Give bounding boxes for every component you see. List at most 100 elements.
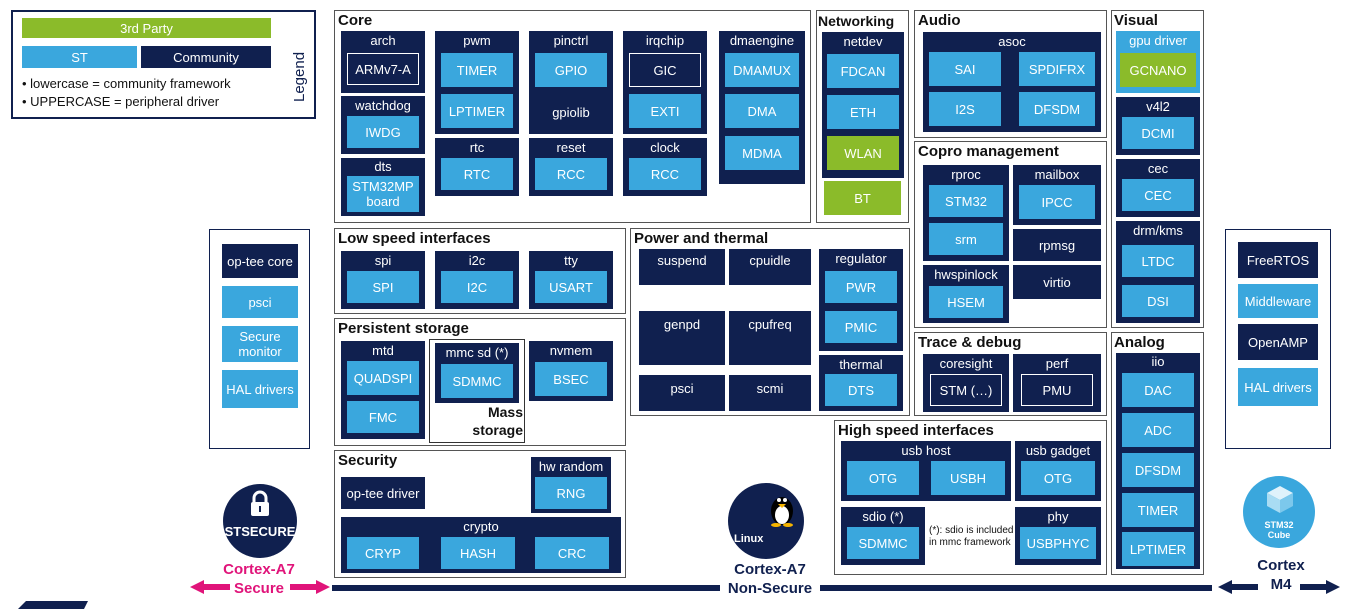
i2c-block: I2C <box>441 271 513 303</box>
spi-block: SPI <box>347 271 419 303</box>
m4-side-panel: FreeRTOS Middleware OpenAMP HAL drivers <box>1225 229 1331 449</box>
stm32mp-board-block: STM32MP board <box>347 176 419 212</box>
mtd-label: mtd <box>372 343 394 358</box>
coresight-label: coresight <box>939 356 993 371</box>
dmamux-block: DMAMUX <box>725 53 799 87</box>
dfsdm-audio-block: DFSDM <box>1019 92 1095 126</box>
spdifrx-block: SPDIFRX <box>1019 52 1095 86</box>
spi-group: spi SPI <box>341 251 425 309</box>
netdev-label: netdev <box>843 34 883 49</box>
highspeed-panel: High speed interfaces usb host OTG USBH … <box>834 420 1107 575</box>
tty-group: tty USART <box>529 251 613 309</box>
analog-title: Analog <box>1114 334 1165 351</box>
mailbox-group: mailbox IPCC <box>1013 165 1101 225</box>
i2s-block: I2S <box>929 92 1001 126</box>
ltdc-block: LTDC <box>1122 245 1194 277</box>
m4-arrow-left-icon <box>1218 580 1258 594</box>
watchdog-group: watchdog IWDG <box>341 96 425 154</box>
bsec-block: BSEC <box>535 362 607 396</box>
crypto-group: crypto CRYP HASH CRC <box>341 517 621 573</box>
networking-panel: Networking netdev FDCAN ETH WLAN BT <box>816 10 909 223</box>
timer-block: TIMER <box>441 53 513 87</box>
armv7a-block: ARMv7-A <box>347 53 419 85</box>
pmic-block: PMIC <box>825 311 897 343</box>
eth-block: ETH <box>827 95 899 129</box>
core-panel: Core arch ARMv7-A watchdog IWDG dts STM3… <box>334 10 811 223</box>
v4l2-group: v4l2 DCMI <box>1116 97 1200 155</box>
networking-title: Networking <box>818 13 895 29</box>
core-title: Core <box>338 12 373 29</box>
clock-group: clock RCC <box>623 138 707 196</box>
highspeed-title: High speed interfaces <box>838 422 994 439</box>
iio-group: iio DAC ADC DFSDM TIMER LPTIMER <box>1116 353 1200 569</box>
analog-panel: Analog iio DAC ADC DFSDM TIMER LPTIMER <box>1111 332 1204 575</box>
dts-label: dts <box>374 159 392 174</box>
audio-title: Audio <box>918 12 961 29</box>
coresight-group: coresight STM (…) <box>923 354 1009 412</box>
mailbox-label: mailbox <box>1034 167 1080 182</box>
visual-panel: Visual gpu driver GCNANO v4l2 DCMI cec C… <box>1111 10 1204 328</box>
copro-title: Copro management <box>918 143 1059 160</box>
v4l2-label: v4l2 <box>1146 99 1170 114</box>
nvmem-group: nvmem BSEC <box>529 341 613 401</box>
dts-group: dts STM32MP board <box>341 158 425 216</box>
cec-group: cec CEC <box>1116 159 1200 217</box>
stm32cube-logo: STM32 Cube <box>1243 476 1315 548</box>
drm-kms-label: drm/kms <box>1133 223 1183 238</box>
legend-panel: 3rd Party ST Community • lowercase = com… <box>11 10 316 119</box>
watchdog-label: watchdog <box>355 98 411 113</box>
dts-thermal-block: DTS <box>825 374 897 406</box>
mass-storage-frame <box>429 339 525 443</box>
otg-gadget-block: OTG <box>1021 461 1095 495</box>
iwdg-block: IWDG <box>347 116 419 148</box>
virtio-block: virtio <box>1013 265 1101 299</box>
copro-panel: Copro management rproc STM32 srm mailbox… <box>914 141 1107 328</box>
bt-block: BT <box>824 181 901 215</box>
hw-random-label: hw random <box>538 459 604 474</box>
gpio-block: GPIO <box>535 53 607 87</box>
drm-kms-group: drm/kms LTDC DSI <box>1116 221 1200 323</box>
clock-label: clock <box>650 140 680 155</box>
a7-nonsecure-label: Cortex-A7 Non-Secure <box>720 560 820 598</box>
adc-block: ADC <box>1122 413 1194 447</box>
dmaengine-group: dmaengine DMAMUX DMA MDMA <box>719 31 805 184</box>
usbphyc-block: USBPHYC <box>1020 527 1096 559</box>
persistent-panel: Persistent storage mtd QUADSPI FMC mmc s… <box>334 318 626 446</box>
trace-title: Trace & debug <box>918 334 1022 351</box>
stsecure-logo-text: STSECURE <box>224 524 296 539</box>
nvmem-label: nvmem <box>549 343 593 358</box>
hwspinlock-group: hwspinlock HSEM <box>923 265 1009 323</box>
pinctrl-group: pinctrl GPIO gpiolib <box>529 31 613 134</box>
iio-label: iio <box>1151 354 1165 369</box>
dac-block: DAC <box>1122 373 1194 407</box>
sdmmc-storage-block: SDMMC <box>441 364 513 398</box>
mmcsd-label: mmc sd (*) <box>445 345 509 360</box>
fdcan-block: FDCAN <box>827 54 899 88</box>
pwm-label: pwm <box>463 33 491 48</box>
cube-icon <box>1265 484 1295 514</box>
power-panel: Power and thermal suspend cpuidle genpd … <box>630 228 910 416</box>
mdma-block: MDMA <box>725 136 799 170</box>
cryp-block: CRYP <box>347 537 419 569</box>
gpu-driver-label: gpu driver <box>1129 33 1187 48</box>
freertos-block: FreeRTOS <box>1238 242 1318 278</box>
rpmsg-block: rpmsg <box>1013 229 1101 261</box>
visual-title: Visual <box>1114 12 1158 29</box>
cec-block: CEC <box>1122 179 1194 211</box>
genpd-block: genpd <box>639 311 725 365</box>
rtc-block: RTC <box>441 158 513 190</box>
legend-title: Legend <box>291 51 308 102</box>
sai-block: SAI <box>929 52 1001 86</box>
spi-label: spi <box>374 253 392 268</box>
sdmmc-sdio-block: SDMMC <box>847 527 919 559</box>
reset-label: reset <box>556 140 586 155</box>
regulator-group: regulator PWR PMIC <box>819 249 903 351</box>
pinctrl-label: pinctrl <box>553 33 589 48</box>
sdio-label: sdio (*) <box>862 509 904 524</box>
lptimer-analog-block: LPTIMER <box>1122 532 1194 566</box>
legend-st: ST <box>22 46 137 68</box>
dma-block: DMA <box>725 94 799 128</box>
m4-label: Cortex M4 <box>1257 557 1305 593</box>
crc-block: CRC <box>535 537 609 569</box>
st-logo-fragment-icon <box>18 596 88 609</box>
